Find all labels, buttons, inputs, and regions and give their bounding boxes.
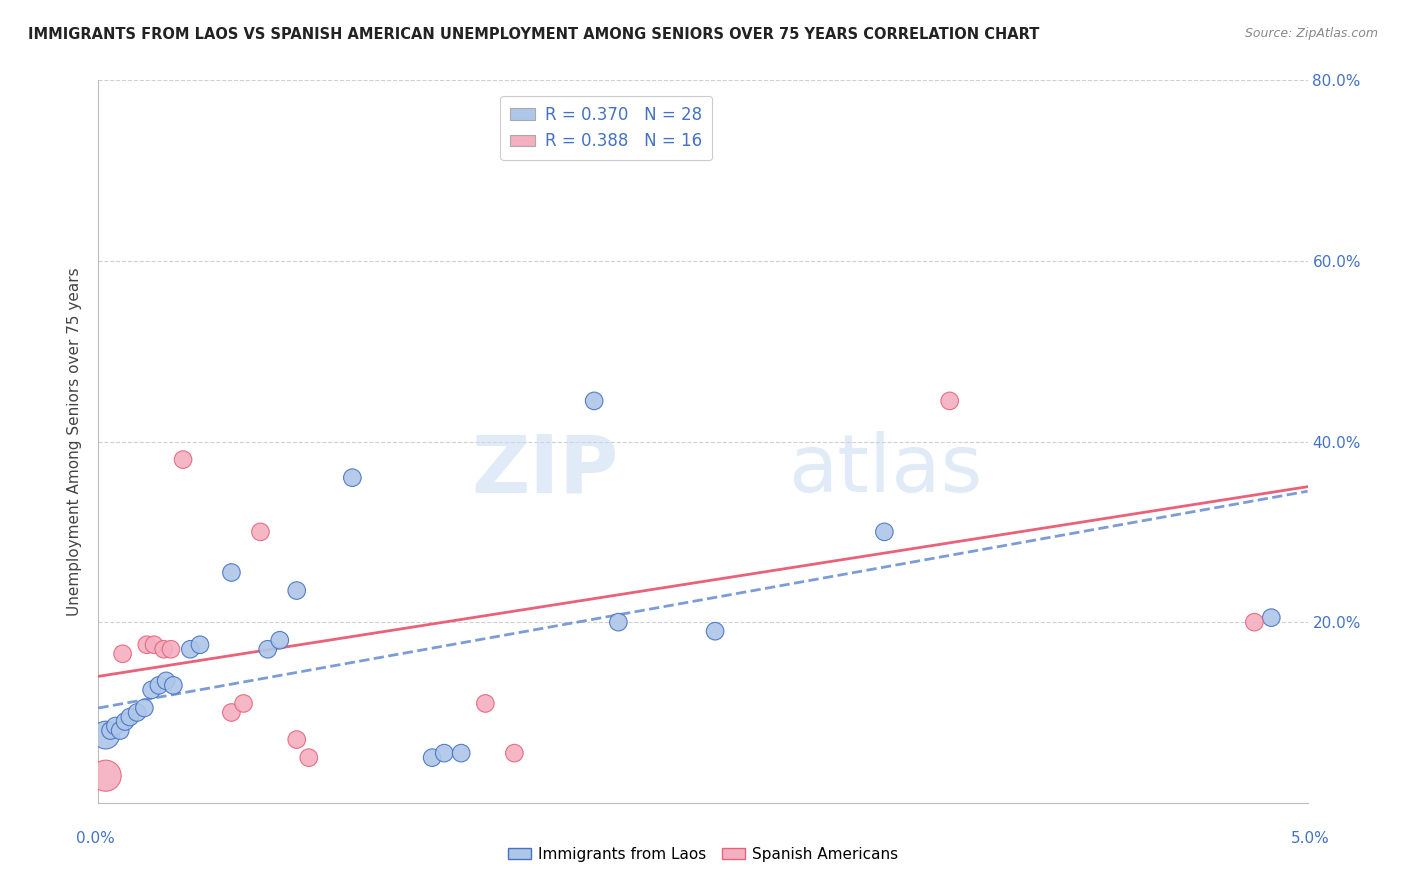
Point — [298, 750, 321, 764]
Point — [188, 638, 211, 652]
Point — [94, 769, 117, 783]
Point — [474, 697, 496, 711]
Point — [256, 642, 278, 657]
Point — [1243, 615, 1265, 630]
Point — [162, 678, 184, 692]
Point — [221, 706, 243, 720]
Point — [503, 746, 526, 760]
Text: ZIP: ZIP — [471, 432, 619, 509]
Point — [111, 647, 134, 661]
Point — [1260, 610, 1282, 624]
Point — [232, 697, 254, 711]
Point — [249, 524, 271, 539]
Point — [607, 615, 630, 630]
Point — [141, 682, 163, 697]
Point — [155, 673, 177, 688]
Point — [108, 723, 131, 738]
Text: 5.0%: 5.0% — [1291, 831, 1330, 846]
Point — [873, 524, 896, 539]
Legend: Immigrants from Laos, Spanish Americans: Immigrants from Laos, Spanish Americans — [502, 841, 904, 868]
Point — [269, 633, 291, 648]
Point — [420, 750, 443, 764]
Point — [433, 746, 456, 760]
Point — [938, 393, 960, 408]
Text: IMMIGRANTS FROM LAOS VS SPANISH AMERICAN UNEMPLOYMENT AMONG SENIORS OVER 75 YEAR: IMMIGRANTS FROM LAOS VS SPANISH AMERICAN… — [28, 27, 1039, 42]
Legend: R = 0.370   N = 28, R = 0.388   N = 16: R = 0.370 N = 28, R = 0.388 N = 16 — [501, 95, 713, 161]
Text: atlas: atlas — [787, 432, 981, 509]
Point — [704, 624, 727, 639]
Point — [285, 583, 308, 598]
Point — [450, 746, 472, 760]
Point — [135, 638, 157, 652]
Point — [104, 719, 127, 733]
Point — [127, 706, 149, 720]
Point — [285, 732, 308, 747]
Point — [114, 714, 136, 729]
Point — [100, 723, 122, 738]
Point — [94, 728, 117, 742]
Point — [221, 566, 243, 580]
Point — [134, 701, 156, 715]
Point — [118, 710, 141, 724]
Point — [152, 642, 174, 657]
Point — [583, 393, 606, 408]
Point — [143, 638, 166, 652]
Text: 0.0%: 0.0% — [76, 831, 115, 846]
Point — [148, 678, 170, 692]
Point — [179, 642, 201, 657]
Y-axis label: Unemployment Among Seniors over 75 years: Unemployment Among Seniors over 75 years — [67, 268, 83, 615]
Text: Source: ZipAtlas.com: Source: ZipAtlas.com — [1244, 27, 1378, 40]
Point — [172, 452, 194, 467]
Point — [342, 471, 364, 485]
Point — [160, 642, 183, 657]
